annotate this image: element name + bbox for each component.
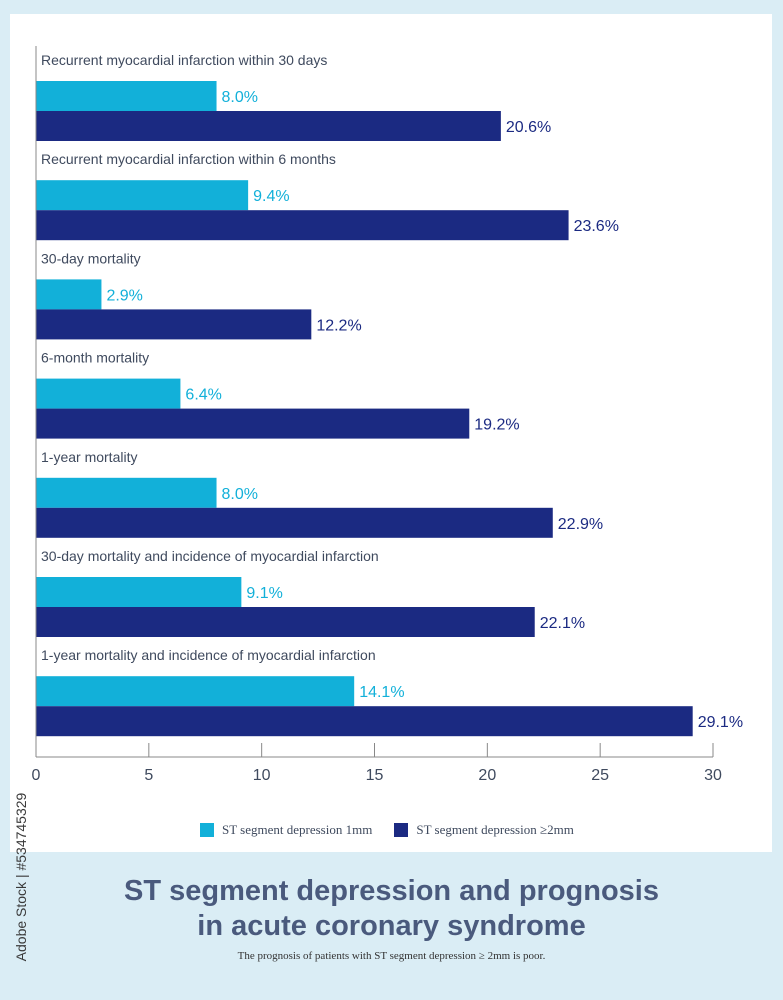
data-label-2mm: 22.1% bbox=[540, 615, 585, 632]
data-label-1mm: 9.1% bbox=[246, 585, 282, 602]
page-subtitle: The prognosis of patients with ST segmen… bbox=[237, 950, 546, 962]
data-label-2mm: 12.2% bbox=[316, 317, 361, 334]
legend-swatch-2mm bbox=[394, 823, 409, 837]
data-label-2mm: 22.9% bbox=[558, 516, 603, 533]
data-label-1mm: 2.9% bbox=[106, 287, 142, 304]
x-tick-label: 0 bbox=[32, 767, 41, 784]
chart-panel: Recurrent myocardial infarction within 3… bbox=[10, 14, 772, 852]
bar-1mm bbox=[36, 477, 217, 508]
bar-1mm bbox=[36, 676, 355, 707]
data-label-2mm: 29.1% bbox=[698, 714, 743, 731]
data-label-1mm: 8.0% bbox=[222, 89, 258, 106]
bar-1mm bbox=[36, 81, 217, 111]
bar-2mm bbox=[36, 309, 312, 340]
bar-chart: Recurrent myocardial infarction within 3… bbox=[32, 46, 743, 784]
data-label-2mm: 23.6% bbox=[574, 218, 619, 235]
title-line-1: ST segment depression and prognosis bbox=[124, 875, 659, 907]
category-label: 30-day mortality bbox=[41, 250, 141, 266]
category-label: Recurrent myocardial infarction within 3… bbox=[41, 52, 327, 68]
data-label-1mm: 8.0% bbox=[222, 486, 258, 503]
x-tick-label: 5 bbox=[144, 767, 153, 784]
category-label: Recurrent myocardial infarction within 6… bbox=[41, 151, 336, 167]
data-label-2mm: 20.6% bbox=[506, 119, 551, 136]
bar-2mm bbox=[36, 706, 693, 737]
bar-1mm bbox=[36, 279, 102, 310]
x-tick-label: 20 bbox=[478, 767, 496, 784]
bar-1mm bbox=[36, 378, 181, 409]
legend: ST segment depression 1mm ST segment dep… bbox=[200, 822, 574, 838]
bar-2mm bbox=[36, 210, 569, 241]
page-title: ST segment depression and prognosis in a… bbox=[0, 874, 783, 944]
legend-label-1mm: ST segment depression 1mm bbox=[222, 822, 373, 837]
category-label: 6-month mortality bbox=[41, 350, 149, 366]
x-tick-label: 15 bbox=[366, 767, 384, 784]
data-label-1mm: 6.4% bbox=[185, 387, 221, 404]
x-tick-label: 10 bbox=[253, 767, 271, 784]
title-line-2: in acute coronary syndrome bbox=[197, 910, 586, 942]
data-label-1mm: 14.1% bbox=[359, 684, 404, 701]
bar-2mm bbox=[36, 607, 535, 637]
bar-2mm bbox=[36, 111, 501, 141]
category-label: 30-day mortality and incidence of myocar… bbox=[41, 548, 379, 564]
category-label: 1-year mortality bbox=[41, 449, 137, 465]
data-label-2mm: 19.2% bbox=[474, 417, 519, 434]
legend-label-2mm: ST segment depression ≥2mm bbox=[416, 822, 574, 837]
legend-item-2mm: ST segment depression ≥2mm bbox=[394, 822, 574, 838]
x-tick-label: 30 bbox=[704, 767, 722, 784]
bar-2mm bbox=[36, 507, 553, 538]
category-label: 1-year mortality and incidence of myocar… bbox=[41, 647, 376, 663]
bar-2mm bbox=[36, 408, 470, 439]
legend-swatch-1mm bbox=[200, 823, 214, 837]
legend-item-1mm: ST segment depression 1mm bbox=[200, 822, 372, 838]
bar-1mm bbox=[36, 577, 242, 607]
bar-1mm bbox=[36, 180, 249, 211]
x-tick-label: 25 bbox=[591, 767, 609, 784]
data-label-1mm: 9.4% bbox=[253, 188, 289, 205]
